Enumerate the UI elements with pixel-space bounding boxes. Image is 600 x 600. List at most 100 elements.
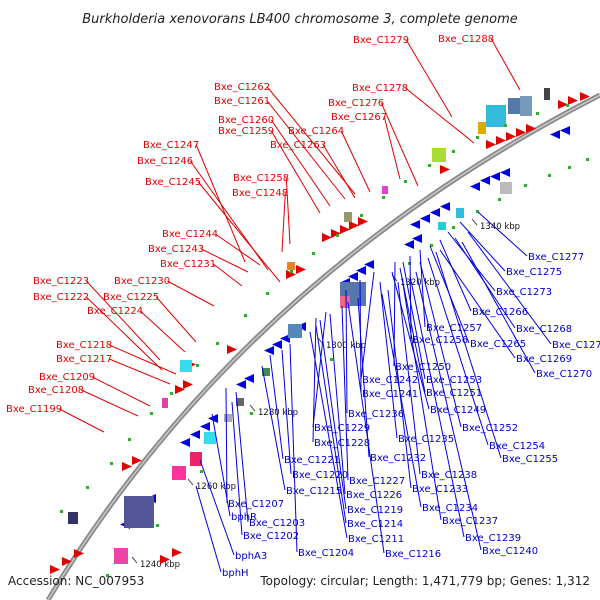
- gene-label-reverse: Bxe_C1214: [347, 519, 403, 530]
- feature-tick: [244, 314, 247, 317]
- gene-arrow: [122, 462, 132, 471]
- gene-block: [180, 360, 192, 372]
- leader-line: [383, 116, 401, 180]
- gene-arrow: [420, 214, 430, 223]
- leader-line: [59, 408, 105, 433]
- gene-block: [486, 105, 506, 127]
- leader-line: [225, 387, 228, 504]
- leader-line: [319, 319, 347, 510]
- kbp-tick: [131, 556, 138, 564]
- gene-label-reverse: Bxe_C1235: [398, 434, 454, 445]
- leader-line: [285, 177, 291, 245]
- leader-line: [270, 130, 321, 214]
- gene-label-reverse: Bxe_C1229: [314, 423, 370, 434]
- gene-block: [68, 512, 78, 524]
- leader-line: [360, 271, 375, 380]
- leader-line: [435, 251, 502, 459]
- gene-arrow: [172, 548, 182, 557]
- feature-tick: [266, 292, 269, 295]
- gene-label-forward: Bxe_C1208: [28, 385, 84, 396]
- gene-label-reverse: Bxe_C1238: [421, 470, 477, 481]
- gene-label-forward: Bxe_C1261: [214, 96, 270, 107]
- gene-arrow: [62, 557, 72, 566]
- gene-label-forward: Bxe_C1259: [218, 126, 274, 137]
- gene-label-forward: Bxe_C1217: [56, 354, 112, 365]
- leader-line: [415, 271, 482, 551]
- feature-tick: [156, 524, 159, 527]
- gene-label-reverse: Bxe_C1256: [412, 335, 468, 346]
- gene-arrow: [526, 124, 536, 133]
- gene-label-reverse: Bxe_C1239: [465, 533, 521, 544]
- feature-tick: [60, 510, 63, 513]
- gene-arrow: [558, 100, 568, 109]
- feature-tick: [452, 150, 455, 153]
- gene-block: [508, 98, 522, 114]
- gene-block: [287, 262, 295, 270]
- leader-line: [199, 459, 235, 556]
- kbp-label: 1320 kbp: [400, 278, 440, 288]
- gene-arrow: [410, 220, 420, 229]
- gene-block: [344, 212, 352, 222]
- leader-line: [201, 248, 249, 273]
- gene-block: [456, 208, 464, 218]
- gene-label-reverse: Bxe_C1249: [430, 405, 486, 416]
- gene-label-reverse: Bxe_C1215: [286, 486, 342, 497]
- leader-line: [409, 275, 465, 538]
- gene-arrow: [480, 176, 490, 185]
- gene-arrow: [286, 270, 296, 279]
- gene-arrow: [440, 165, 450, 174]
- gene-label-forward: Bxe_C1231: [160, 259, 216, 270]
- feature-tick: [250, 412, 253, 415]
- gene-label-forward: Bxe_C1288: [438, 34, 494, 45]
- feature-tick: [536, 112, 539, 115]
- leader-line: [312, 311, 327, 428]
- gene-label-reverse: Bxe_C1236: [348, 409, 404, 420]
- leader-line: [211, 413, 231, 517]
- feature-tick: [106, 574, 109, 577]
- gene-arrow: [264, 346, 274, 355]
- feature-tick: [312, 252, 315, 255]
- gene-label-forward: Bxe_C1243: [148, 244, 204, 255]
- gene-label-reverse: Bxe_C1273: [496, 287, 552, 298]
- feature-tick: [452, 226, 455, 229]
- gene-arrow: [430, 208, 440, 217]
- gene-label-forward: Bxe_C1260: [218, 115, 274, 126]
- gene-block: [124, 496, 154, 528]
- gene-label-reverse: Bxe_C1233: [412, 484, 468, 495]
- leader-line: [447, 231, 496, 292]
- gene-arrow: [190, 430, 200, 439]
- gene-label-reverse: Bxe_C1228: [314, 438, 370, 449]
- gene-label-forward: Bxe_C1230: [114, 276, 170, 287]
- feature-tick: [548, 174, 551, 177]
- gene-arrow: [180, 438, 190, 447]
- leader-line: [231, 401, 243, 536]
- leader-line: [261, 365, 286, 491]
- leader-line: [379, 281, 398, 439]
- gene-arrow: [244, 374, 254, 383]
- feature-tick: [336, 234, 339, 237]
- leader-line: [419, 261, 462, 428]
- leader-line: [281, 349, 292, 475]
- feature-tick: [566, 104, 569, 107]
- gene-arrow: [183, 380, 193, 389]
- leader-line: [315, 325, 347, 524]
- gene-label-forward: Bxe_C1248: [232, 188, 288, 199]
- leader-line: [197, 181, 281, 283]
- leader-line: [357, 297, 370, 458]
- gene-label-reverse: Bxe_C1216: [385, 549, 441, 560]
- leader-line: [404, 87, 475, 144]
- gene-label-reverse: bphR: [231, 512, 257, 523]
- gene-arrow: [470, 182, 480, 191]
- kbp-label: 1240 kbp: [140, 560, 180, 570]
- gene-label-forward: Bxe_C1199: [6, 404, 62, 415]
- feature-tick: [428, 164, 431, 167]
- gene-block: [438, 222, 446, 230]
- gene-block: [262, 368, 270, 376]
- gene-arrow: [560, 126, 570, 135]
- feature-tick: [86, 486, 89, 489]
- leader-line: [85, 280, 161, 361]
- feature-tick: [524, 184, 527, 187]
- leader-line: [439, 249, 516, 359]
- gene-label-forward: Bxe_C1278: [352, 83, 408, 94]
- kbp-label: 1260 kbp: [196, 482, 236, 492]
